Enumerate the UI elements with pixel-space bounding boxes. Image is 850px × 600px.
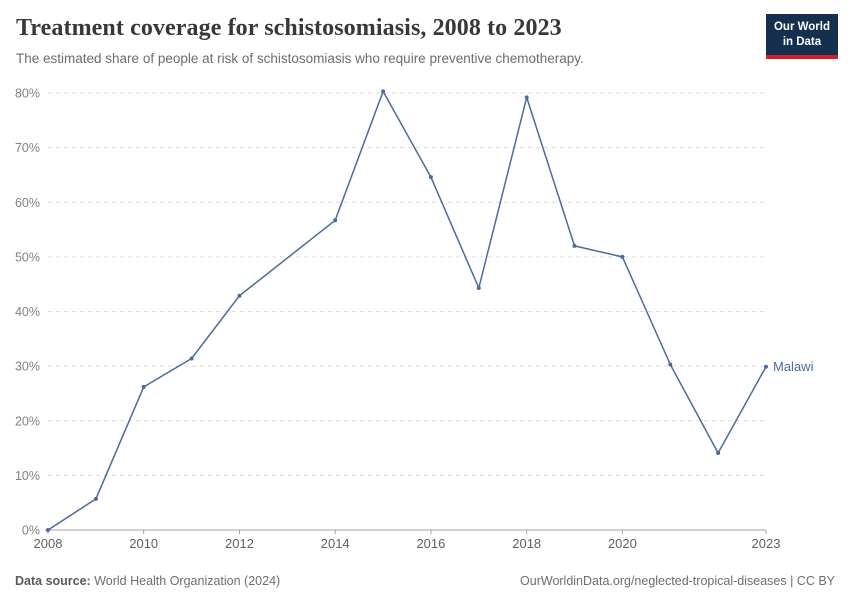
- chart-header: Treatment coverage for schistosomiasis, …: [16, 14, 750, 67]
- owid-logo: Our World in Data: [765, 14, 838, 59]
- owid-logo-line2: in Data: [782, 35, 822, 48]
- svg-text:2018: 2018: [512, 536, 541, 551]
- owid-logo-line1: Our World: [773, 21, 830, 33]
- chart-footer: Data source: World Health Organization (…: [0, 574, 850, 588]
- svg-text:2023: 2023: [752, 536, 781, 551]
- page-title: Treatment coverage for schistosomiasis, …: [16, 15, 562, 41]
- data-source-value: World Health Organization (2024): [90, 574, 281, 588]
- data-source-label: Data source:: [15, 574, 91, 588]
- svg-text:2020: 2020: [608, 536, 637, 551]
- svg-text:30%: 30%: [15, 360, 40, 374]
- svg-text:40%: 40%: [15, 305, 40, 319]
- svg-text:70%: 70%: [15, 141, 40, 155]
- line-chart-svg[interactable]: 0% 10% 20% 30% 40% 50% 60% 70% 80% 2008 2010 2012 20…: [0, 80, 850, 558]
- license-note[interactable]: OurWorldinData.org/neglected-tropical-di…: [520, 574, 835, 588]
- svg-text:10%: 10%: [15, 469, 40, 483]
- data-source-note: Data source: World Health Organization (…: [15, 574, 280, 588]
- svg-text:80%: 80%: [15, 87, 40, 101]
- line-chart-container[interactable]: 0% 10% 20% 30% 40% 50% 60% 70% 80% 2008 2010 2012 20…: [0, 80, 850, 558]
- svg-text:2012: 2012: [225, 536, 254, 551]
- chart-subtitle: The estimated share of people at risk of…: [16, 50, 584, 66]
- svg-text:2008: 2008: [34, 536, 63, 551]
- svg-text:20%: 20%: [15, 414, 40, 428]
- svg-text:60%: 60%: [15, 196, 40, 210]
- svg-text:2010: 2010: [129, 536, 158, 551]
- svg-text:0%: 0%: [22, 524, 40, 538]
- svg-text:2014: 2014: [321, 536, 350, 551]
- svg-text:2016: 2016: [416, 536, 445, 551]
- svg-text:50%: 50%: [15, 250, 40, 264]
- svg-text:Malawi: Malawi: [773, 359, 814, 374]
